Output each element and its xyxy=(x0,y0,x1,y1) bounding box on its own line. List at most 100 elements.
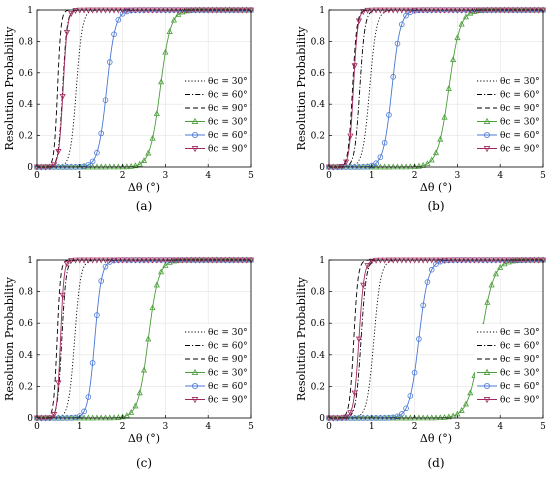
y-axis-label: Resolution Probability xyxy=(295,26,308,151)
legend: θc = 30° θc = 60° θc = 90° θc = 30° θc = 60°… xyxy=(183,324,249,409)
data-point xyxy=(505,258,512,265)
data-point xyxy=(89,360,96,366)
panel-label: (c) xyxy=(136,456,152,470)
data-point xyxy=(437,135,444,142)
y-tick-label: 0.8 xyxy=(19,37,34,47)
y-tick-label: 0.2 xyxy=(19,132,33,142)
data-point xyxy=(492,270,499,277)
data-point xyxy=(483,131,490,138)
data-point xyxy=(51,162,58,169)
data-point xyxy=(94,149,100,156)
data-point xyxy=(398,21,405,28)
data-point xyxy=(428,414,435,421)
x-tick-label: 4 xyxy=(205,422,211,432)
data-point xyxy=(102,263,109,270)
x-tick-label: 3 xyxy=(455,422,461,432)
legend-background xyxy=(475,73,541,158)
data-point xyxy=(368,162,375,169)
data-point xyxy=(484,298,491,305)
legend-entry-label: θc = 30° xyxy=(500,328,540,338)
axes-box xyxy=(36,259,252,419)
data-point xyxy=(462,13,470,20)
y-tick-label: 0.6 xyxy=(311,69,326,79)
legend-entry-label: θc = 60° xyxy=(500,382,540,392)
axes-box xyxy=(328,9,544,168)
data-point xyxy=(98,278,104,284)
data-point xyxy=(445,413,452,420)
data-point xyxy=(355,336,363,343)
x-tick-label: 1 xyxy=(369,171,375,181)
data-point xyxy=(191,131,198,138)
data-point xyxy=(416,336,422,342)
data-point xyxy=(364,263,371,269)
x-tick-label: 1 xyxy=(77,422,83,432)
data-point xyxy=(433,261,439,267)
y-tick-label: 0 xyxy=(319,163,325,173)
data-point xyxy=(501,260,508,267)
x-tick-label: 2 xyxy=(120,422,126,432)
legend-entry-label: θc = 60° xyxy=(208,91,248,101)
data-point xyxy=(411,369,418,376)
data-point xyxy=(132,162,139,169)
data-point xyxy=(458,407,465,413)
data-point xyxy=(347,410,354,417)
legend-entry-label: θc = 30° xyxy=(208,369,248,379)
data-point xyxy=(191,397,199,404)
x-tick-label: 2 xyxy=(412,171,418,181)
legend-entry-label: θc = 90° xyxy=(500,104,540,114)
data-point xyxy=(407,163,414,170)
data-point xyxy=(488,281,495,288)
y-tick-label: 1 xyxy=(27,256,33,266)
legend: θc = 30° θc = 60° θc = 90° θc = 30° θc = 60°… xyxy=(475,73,541,158)
data-point xyxy=(390,74,397,80)
data-point xyxy=(458,20,465,27)
data-point xyxy=(140,366,148,373)
legend-entry-label: θc = 30° xyxy=(500,118,540,128)
x-axis-label: Δθ (°) xyxy=(420,432,452,445)
data-point xyxy=(55,380,62,387)
data-point xyxy=(437,414,444,421)
x-tick-label: 5 xyxy=(248,422,254,432)
data-point xyxy=(153,281,160,288)
y-axis-label: Resolution Probability xyxy=(3,276,16,401)
y-tick-label: 0.2 xyxy=(311,382,325,392)
x-axis-label: Δθ (°) xyxy=(420,181,452,194)
legend-entry-label: θc = 90° xyxy=(208,355,248,365)
x-axis-label: Δθ (°) xyxy=(128,181,160,194)
data-point xyxy=(483,397,491,404)
y-tick-label: 0.2 xyxy=(19,382,33,392)
legend-background xyxy=(183,73,249,158)
y-tick-label: 0.8 xyxy=(19,288,34,298)
y-tick-label: 0.8 xyxy=(311,37,326,47)
data-point xyxy=(351,390,358,397)
data-point xyxy=(136,389,143,396)
data-point xyxy=(170,16,178,23)
data-point xyxy=(63,29,71,36)
legend-entry-label: θc = 90° xyxy=(500,145,540,155)
panel-label: (a) xyxy=(136,199,153,213)
data-point xyxy=(110,414,118,421)
legend-entry-label: θc = 30° xyxy=(500,77,540,87)
data-point xyxy=(381,139,388,146)
data-point xyxy=(132,402,139,409)
data-point xyxy=(149,134,156,141)
data-point xyxy=(85,394,92,400)
y-tick-label: 0.4 xyxy=(19,351,34,361)
y-tick-label: 0 xyxy=(319,414,325,424)
data-point xyxy=(432,414,440,421)
x-tick-label: 2 xyxy=(120,171,126,181)
legend-entry-label: θc = 90° xyxy=(208,396,248,406)
data-point xyxy=(343,414,350,421)
data-point xyxy=(115,414,122,420)
legend: θc = 30° θc = 60° θc = 90° θc = 30° θc = 60°… xyxy=(475,324,541,409)
data-point xyxy=(394,40,401,47)
legend-entry-label: θc = 60° xyxy=(208,131,248,141)
y-tick-label: 0.6 xyxy=(19,319,34,329)
legend-entry-label: θc = 60° xyxy=(500,342,540,352)
data-point xyxy=(123,412,130,418)
data-point xyxy=(119,10,126,17)
data-point xyxy=(191,146,199,153)
y-tick-label: 0.6 xyxy=(311,319,326,329)
chart-panel-2: 0 1 2 3 4 5 0 0.2 0.4 0.6 0.8 1 Δθ (°) Resolution Pro… xyxy=(295,6,546,213)
data-point xyxy=(153,110,160,117)
